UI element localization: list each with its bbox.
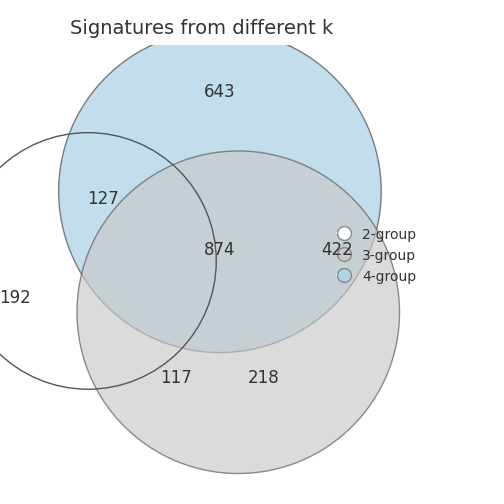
- Legend: 2-group, 3-group, 4-group: 2-group, 3-group, 4-group: [337, 228, 416, 284]
- Text: 422: 422: [322, 241, 353, 259]
- Text: 218: 218: [248, 369, 280, 387]
- Text: 874: 874: [204, 241, 236, 259]
- Circle shape: [77, 151, 400, 474]
- Text: 643: 643: [204, 83, 236, 101]
- Title: Signatures from different k: Signatures from different k: [70, 19, 333, 38]
- Text: 192: 192: [0, 289, 31, 306]
- Text: 127: 127: [87, 190, 118, 208]
- Circle shape: [58, 30, 381, 353]
- Text: 117: 117: [160, 369, 192, 387]
